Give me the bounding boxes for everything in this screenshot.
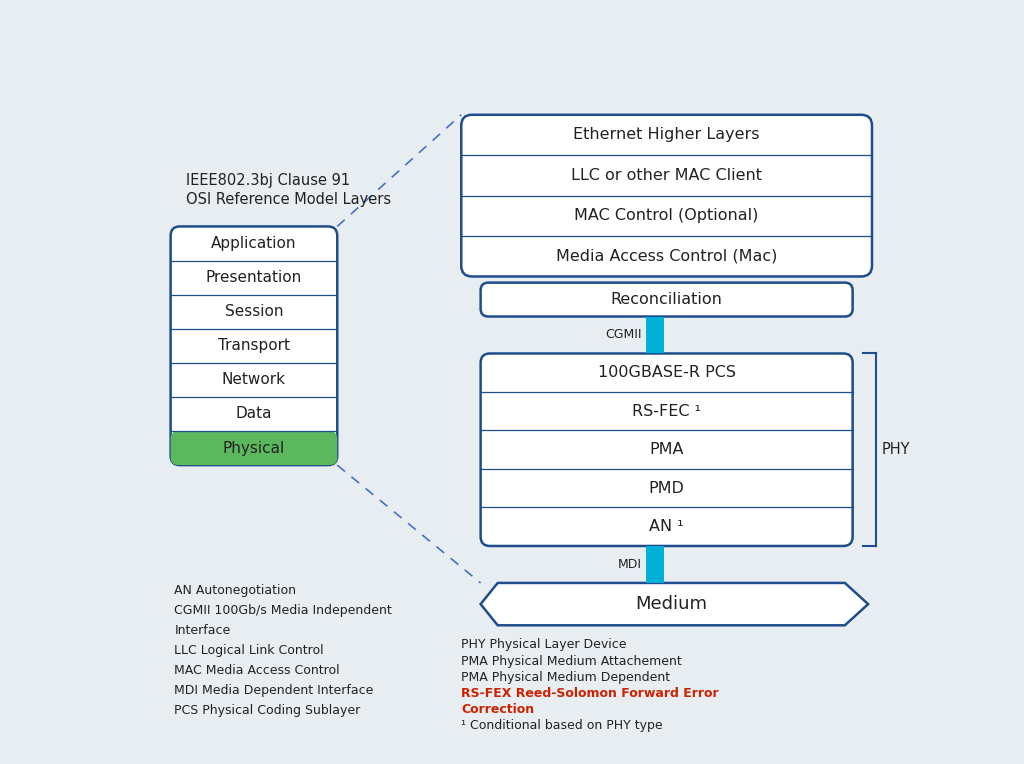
Text: IEEE802.3bj Clause 91
OSI Reference Model Layers: IEEE802.3bj Clause 91 OSI Reference Mode… xyxy=(186,173,391,207)
Bar xyxy=(646,316,664,354)
Text: PMA Physical Medium Dependent: PMA Physical Medium Dependent xyxy=(461,671,671,684)
Text: Data: Data xyxy=(236,406,272,422)
Text: Application: Application xyxy=(211,236,297,251)
Polygon shape xyxy=(480,583,868,625)
Text: PMD: PMD xyxy=(648,481,685,496)
Text: Transport: Transport xyxy=(218,338,290,353)
Text: ¹ Conditional based on PHY type: ¹ Conditional based on PHY type xyxy=(461,719,663,732)
Text: RS-FEC ¹: RS-FEC ¹ xyxy=(632,403,701,419)
Text: Reconciliation: Reconciliation xyxy=(610,292,723,307)
Text: RS-FEX Reed-Solomon Forward Error: RS-FEX Reed-Solomon Forward Error xyxy=(461,687,719,700)
Text: Presentation: Presentation xyxy=(206,270,302,285)
Text: AN Autonegotiation
CGMII 100Gb/s Media Independent
Interface
LLC Logical Link Co: AN Autonegotiation CGMII 100Gb/s Media I… xyxy=(174,584,392,717)
Bar xyxy=(646,546,664,583)
Text: PHY Physical Layer Device: PHY Physical Layer Device xyxy=(461,639,627,652)
Text: MDI: MDI xyxy=(617,558,642,571)
Text: CGMII: CGMII xyxy=(605,329,642,342)
Text: Ethernet Higher Layers: Ethernet Higher Layers xyxy=(573,128,760,143)
FancyBboxPatch shape xyxy=(171,226,337,465)
Text: AN ¹: AN ¹ xyxy=(649,520,684,534)
FancyBboxPatch shape xyxy=(461,115,872,277)
Text: Session: Session xyxy=(224,304,284,319)
Text: Media Access Control (Mac): Media Access Control (Mac) xyxy=(556,249,777,264)
Text: Medium: Medium xyxy=(635,595,708,613)
Text: PHY: PHY xyxy=(882,442,910,457)
Text: LLC or other MAC Client: LLC or other MAC Client xyxy=(571,168,762,183)
Text: Network: Network xyxy=(222,372,286,387)
Text: MAC Control (Optional): MAC Control (Optional) xyxy=(574,209,759,223)
Text: Physical: Physical xyxy=(223,441,285,455)
Text: Correction: Correction xyxy=(461,703,535,716)
FancyBboxPatch shape xyxy=(480,354,853,546)
FancyBboxPatch shape xyxy=(171,431,337,465)
Text: PMA: PMA xyxy=(649,442,684,457)
FancyBboxPatch shape xyxy=(480,283,853,316)
Text: PMA Physical Medium Attachement: PMA Physical Medium Attachement xyxy=(461,655,682,668)
Text: 100GBASE-R PCS: 100GBASE-R PCS xyxy=(598,365,735,380)
